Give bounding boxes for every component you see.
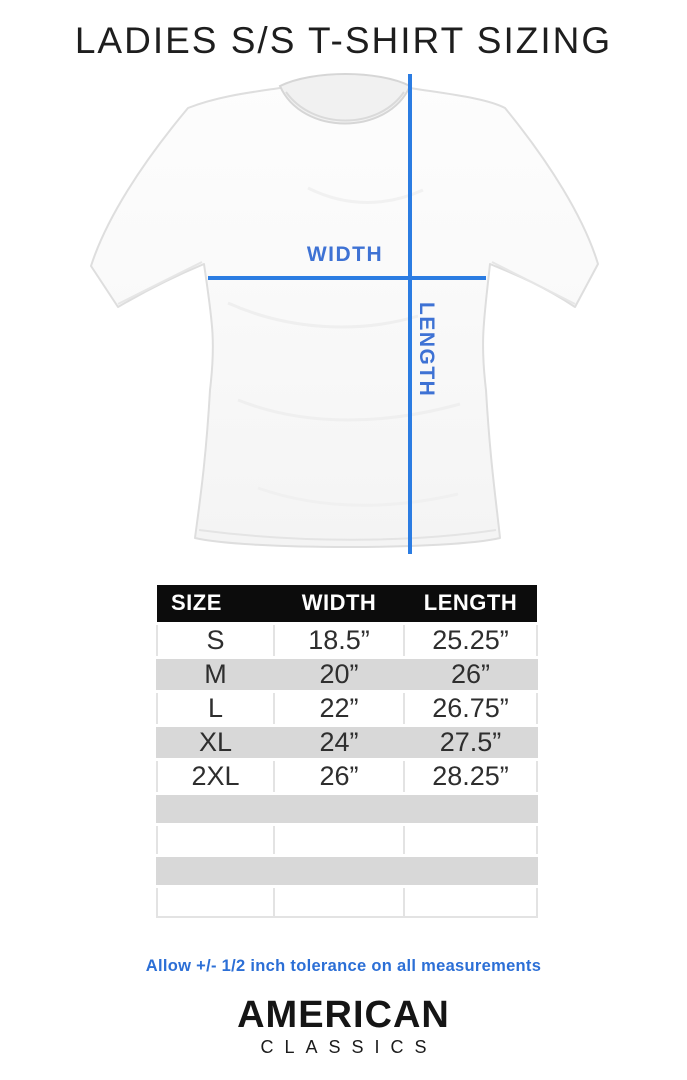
cell-length: 26.75” bbox=[403, 689, 538, 727]
tshirt-image bbox=[90, 73, 599, 548]
tshirt-illustration bbox=[58, 68, 628, 568]
cell-width: 18.5” bbox=[273, 621, 405, 659]
cell-length: 27.5” bbox=[403, 723, 538, 761]
table-row-empty bbox=[156, 853, 538, 888]
cell-size: XL bbox=[156, 723, 275, 761]
width-measure-line bbox=[208, 276, 486, 280]
brand-logo: AMERICAN CLASSICS bbox=[0, 996, 687, 1058]
cell-width bbox=[273, 853, 405, 888]
header-length: LENGTH bbox=[404, 585, 537, 623]
length-measure-line bbox=[408, 74, 412, 554]
cell-length bbox=[403, 791, 538, 826]
cell-size: M bbox=[156, 655, 275, 693]
cell-length bbox=[403, 853, 538, 888]
cell-size: S bbox=[156, 621, 275, 659]
tolerance-note: Allow +/- 1/2 inch tolerance on all meas… bbox=[145, 957, 542, 975]
header-width: WIDTH bbox=[274, 585, 404, 623]
table-row: XL 24” 27.5” bbox=[156, 723, 538, 761]
cell-size: L bbox=[156, 689, 275, 727]
cell-size bbox=[156, 884, 275, 918]
table-header-row: SIZE WIDTH LENGTH bbox=[157, 585, 537, 623]
cell-size: 2XL bbox=[156, 757, 275, 795]
table-row-empty bbox=[156, 791, 538, 826]
cell-size bbox=[156, 822, 275, 857]
cell-length: 26” bbox=[403, 655, 538, 693]
cell-size bbox=[156, 791, 275, 826]
cell-width: 22” bbox=[273, 689, 405, 727]
table-row: M 20” 26” bbox=[156, 655, 538, 693]
width-label: WIDTH bbox=[306, 243, 384, 266]
cell-width bbox=[273, 822, 405, 857]
cell-length bbox=[403, 884, 538, 918]
table-row-empty bbox=[156, 884, 538, 918]
size-table: SIZE WIDTH LENGTH S 18.5” 25.25” M 20” 2… bbox=[156, 585, 538, 918]
cell-width bbox=[273, 884, 405, 918]
table-row-empty bbox=[156, 822, 538, 857]
cell-width: 26” bbox=[273, 757, 405, 795]
brand-name: AMERICAN bbox=[237, 994, 450, 1036]
cell-width: 24” bbox=[273, 723, 405, 761]
length-label: LENGTH bbox=[415, 302, 438, 398]
table-row: S 18.5” 25.25” bbox=[156, 621, 538, 659]
cell-length bbox=[403, 822, 538, 857]
cell-size bbox=[156, 853, 275, 888]
table-row: L 22” 26.75” bbox=[156, 689, 538, 727]
page-title: LADIES S/S T-SHIRT SIZING bbox=[74, 20, 613, 61]
cell-width bbox=[273, 791, 405, 826]
brand-subname: CLASSICS bbox=[260, 1037, 438, 1057]
cell-width: 20” bbox=[273, 655, 405, 693]
cell-length: 28.25” bbox=[403, 757, 538, 795]
cell-length: 25.25” bbox=[403, 621, 538, 659]
table-row: 2XL 26” 28.25” bbox=[156, 757, 538, 795]
header-size: SIZE bbox=[157, 585, 274, 623]
